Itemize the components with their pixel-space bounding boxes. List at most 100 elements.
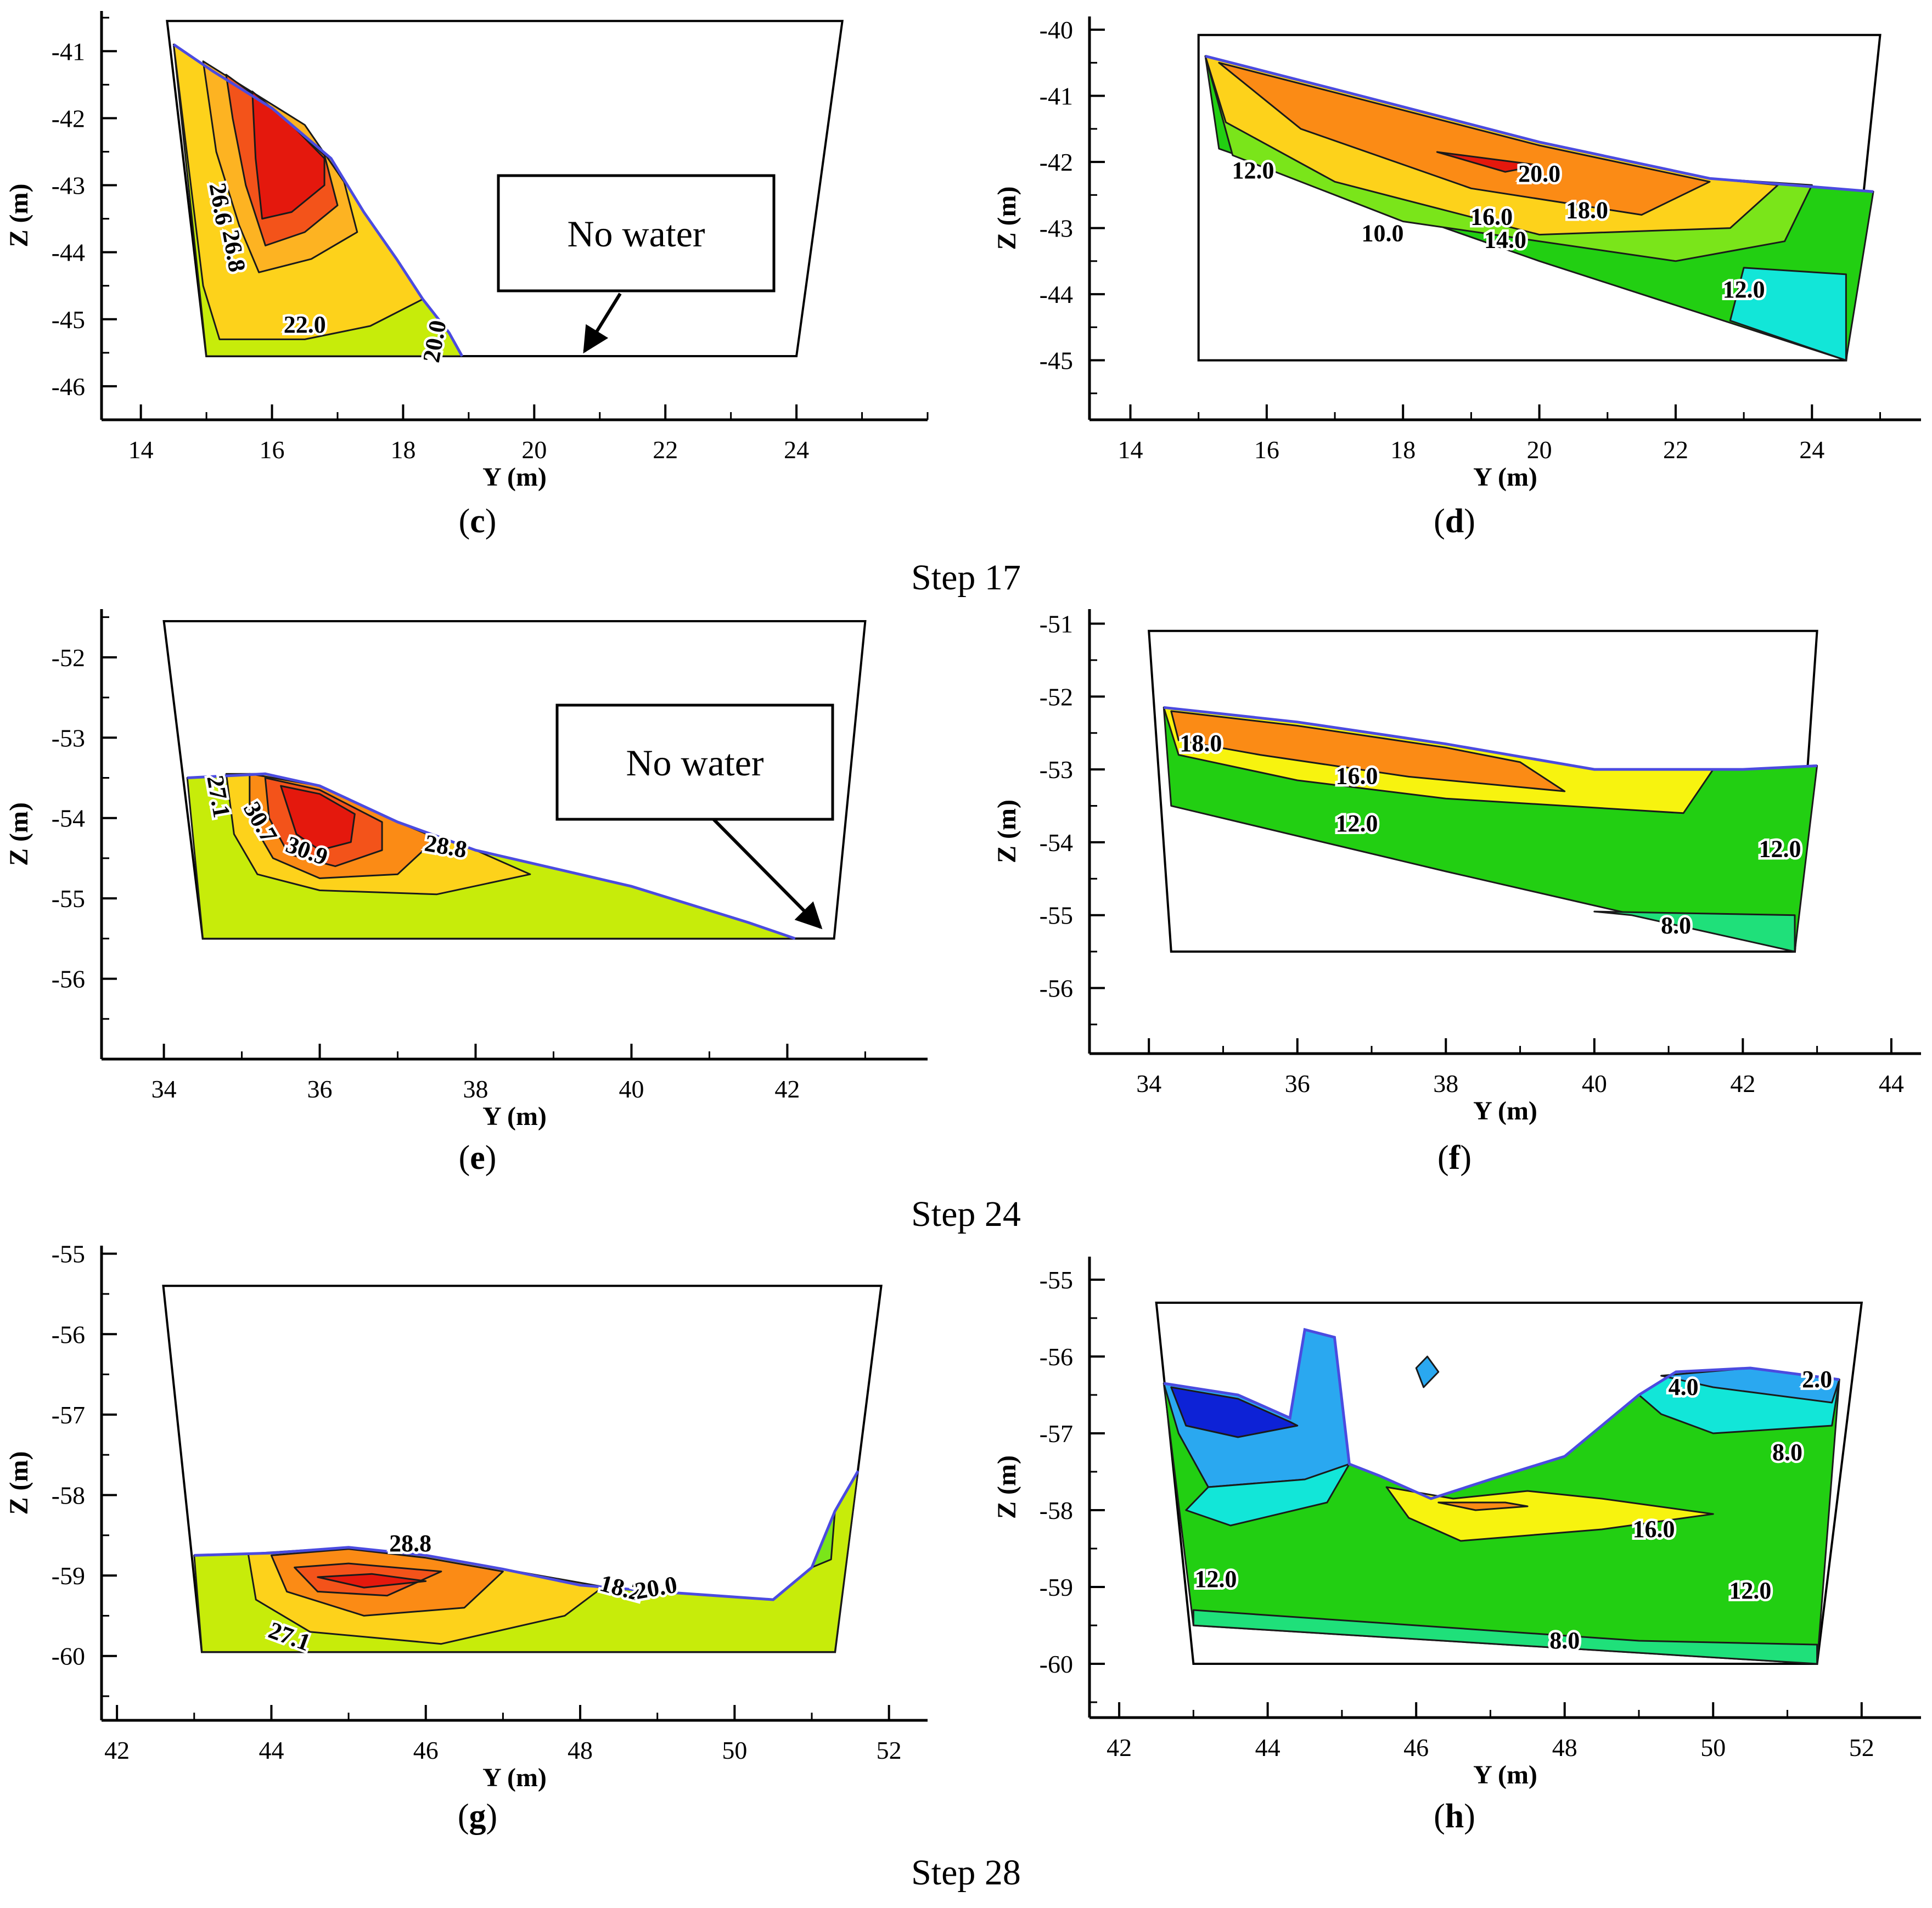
- x-axis-title: Y (m): [482, 463, 547, 492]
- y-axis-title: Z (m): [992, 800, 1021, 863]
- y-tick-label: -41: [1040, 82, 1073, 110]
- contour-label: 12.0: [1723, 276, 1765, 303]
- y-tick-label: -56: [1040, 974, 1073, 1002]
- contour-label: 8.0: [1549, 1627, 1580, 1654]
- water-surface-line: [187, 772, 796, 940]
- x-tick-label: 42: [1730, 1070, 1755, 1097]
- y-tick-label: -43: [1040, 215, 1073, 243]
- y-tick-label: -45: [1040, 347, 1073, 375]
- x-tick-label: 44: [259, 1736, 284, 1764]
- y-tick-label: -52: [52, 644, 85, 672]
- contour-label: 12.0: [1729, 1577, 1771, 1604]
- x-tick-label: 38: [1433, 1070, 1458, 1097]
- no-water-callout-text: No water: [567, 213, 705, 255]
- y-tick-label: -56: [52, 965, 85, 993]
- panel-f: 34 36 38 40 42 44 -51 -52 -53 -54 -55 -56 Y (m) Z (m)…: [992, 609, 1921, 1177]
- y-tick-label: -53: [52, 724, 85, 752]
- x-tick-label: 16: [1254, 436, 1279, 464]
- x-tick-label: 38: [463, 1075, 488, 1103]
- panel-caption: (c): [459, 503, 497, 540]
- y-tick-label: -57: [52, 1401, 85, 1429]
- contour-label: 8.0: [1661, 912, 1691, 939]
- contour-label: 18.0: [1566, 197, 1608, 224]
- contour-band-red: [317, 1573, 427, 1589]
- x-tick-label: 42: [774, 1075, 800, 1103]
- contour-label: 8.0: [1772, 1439, 1802, 1466]
- y-tick-label: -60: [1040, 1650, 1073, 1678]
- x-tick-label: 14: [1118, 436, 1143, 464]
- contour-band-dark-blue: [1170, 1386, 1299, 1438]
- no-water-callout-box: [555, 703, 834, 821]
- y-tick-label: -42: [1040, 148, 1073, 176]
- y-tick-label: -59: [52, 1562, 85, 1590]
- y-tick-label: -56: [52, 1320, 85, 1348]
- y-tick-label: -53: [1040, 756, 1073, 784]
- x-tick-label: 18: [390, 436, 415, 464]
- x-axis-title: Y (m): [482, 1102, 547, 1131]
- no-water-callout-box: [497, 174, 776, 292]
- x-tick-label: 16: [260, 436, 285, 464]
- y-axis-title: Z (m): [4, 1451, 33, 1515]
- y-tick-label: -43: [52, 172, 85, 200]
- step-label-24: Step 24: [911, 1194, 1021, 1234]
- contour-label: 28.8: [389, 1530, 431, 1557]
- contour-band-red: [280, 785, 356, 851]
- x-tick-label: 52: [1849, 1733, 1874, 1761]
- y-axis-title: Z (m): [4, 184, 33, 247]
- contour-band-teal-green: [1593, 910, 1796, 953]
- y-tick-label: -55: [1040, 1266, 1073, 1294]
- panel-caption: (d): [1434, 503, 1475, 540]
- no-water-arrow: [712, 818, 823, 930]
- x-tick-label: 44: [1255, 1733, 1280, 1761]
- x-axis-title: Y (m): [1473, 1760, 1537, 1789]
- x-tick-label: 48: [1552, 1733, 1577, 1761]
- contour-label: 16.0: [1633, 1516, 1675, 1543]
- contour-label: 16.0: [1335, 763, 1378, 790]
- contour-label: 12.0: [1232, 157, 1274, 184]
- x-tick-label: 44: [1879, 1070, 1904, 1097]
- contour-band-teal-green: [1192, 1609, 1818, 1665]
- contour-label: 12.0: [1759, 835, 1801, 862]
- panel-caption: (g): [458, 1798, 497, 1835]
- x-tick-label: 50: [1700, 1733, 1726, 1761]
- contour-label: 22.0: [284, 311, 326, 338]
- y-tick-label: -52: [1040, 683, 1073, 711]
- contour-band-yellow: [1385, 1486, 1714, 1542]
- water-surface-line: [194, 1470, 860, 1601]
- y-tick-label: -56: [1040, 1343, 1073, 1371]
- x-tick-label: 24: [1799, 436, 1824, 464]
- contour-label: 2.0: [1802, 1366, 1832, 1393]
- y-tick-label: -59: [1040, 1573, 1073, 1601]
- panel-g: 42 44 46 48 50 52 -55 -56 -57 -58 -59 -60 Y (m) Z (m)…: [4, 1240, 928, 1835]
- y-tick-label: -54: [1040, 829, 1073, 857]
- x-axis-title: Y (m): [1473, 1096, 1537, 1125]
- x-tick-label: 20: [1527, 436, 1552, 464]
- x-tick-label: 22: [653, 436, 678, 464]
- water-surface-line: [1205, 54, 1874, 193]
- x-tick-label: 42: [1107, 1733, 1132, 1761]
- step-label-17: Step 17: [911, 558, 1021, 598]
- contour-label: 4.0: [1669, 1374, 1699, 1400]
- y-tick-label: -57: [1040, 1420, 1073, 1448]
- contour-label: 12.0: [1194, 1566, 1237, 1592]
- panel-caption: (h): [1434, 1798, 1475, 1835]
- contour-band-red: [1436, 151, 1541, 173]
- y-tick-label: -40: [1040, 16, 1073, 44]
- no-water-callout-text: No water: [626, 742, 763, 784]
- x-tick-label: 24: [784, 436, 809, 464]
- y-axis-title: Z (m): [992, 187, 1021, 250]
- x-tick-label: 18: [1390, 436, 1416, 464]
- y-tick-label: -42: [52, 104, 85, 132]
- water-surface-line: [172, 43, 464, 357]
- y-tick-label: -46: [52, 373, 85, 401]
- y-axis-title: Z (m): [992, 1455, 1021, 1519]
- y-tick-label: -58: [52, 1481, 85, 1509]
- x-tick-label: 42: [104, 1736, 130, 1764]
- x-tick-label: 36: [307, 1075, 333, 1103]
- y-tick-label: -44: [1040, 280, 1073, 308]
- contour-label: 10.0: [1361, 220, 1403, 247]
- contour-label: 14.0: [1484, 227, 1526, 254]
- contour-band-cyan: [1729, 267, 1847, 362]
- step-label-28: Step 28: [911, 1853, 1021, 1893]
- x-tick-label: 46: [413, 1736, 439, 1764]
